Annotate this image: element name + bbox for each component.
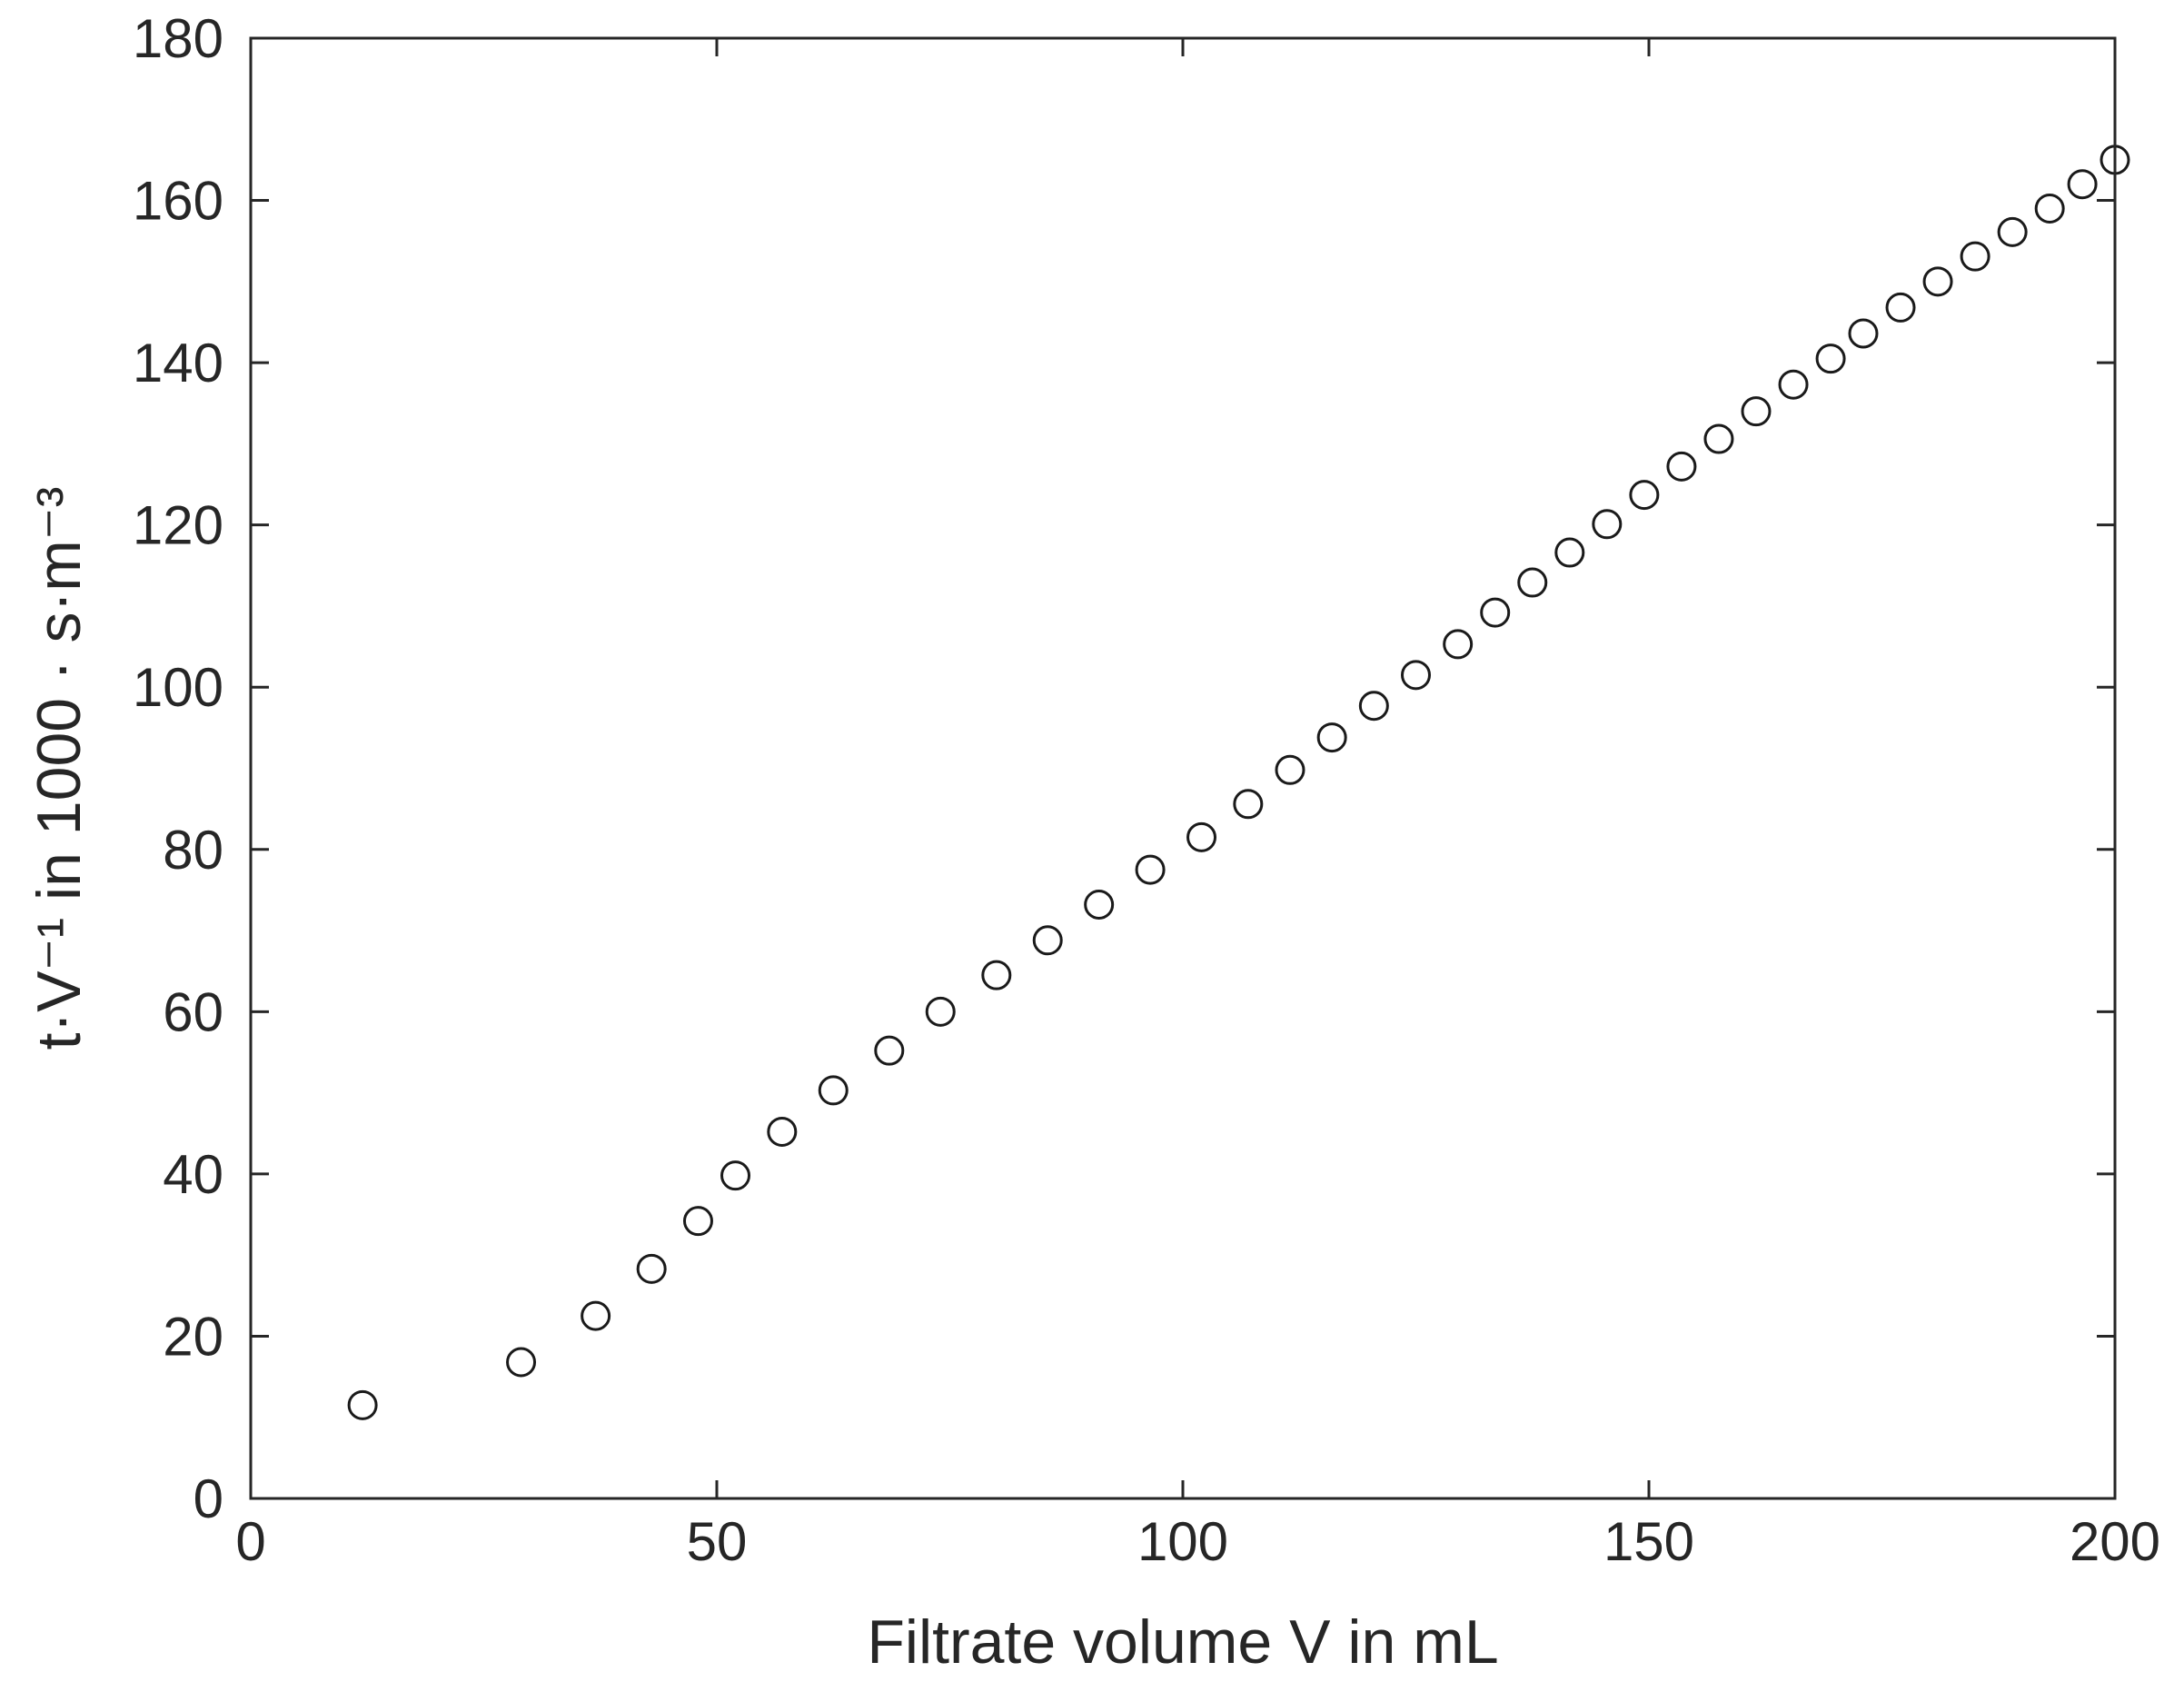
y-axis-label: t·V⁻¹ in 1000 · s·m⁻³: [25, 487, 94, 1050]
y-tick-label: 120: [133, 495, 223, 556]
data-point: [925, 996, 956, 1027]
data-point: [636, 1253, 667, 1284]
data-point: [1885, 292, 1916, 323]
x-axis-label: Filtrate volume V in mL: [867, 1607, 1498, 1677]
y-tick-label: 80: [163, 820, 223, 881]
data-point: [506, 1347, 537, 1378]
data-point: [1592, 509, 1623, 540]
data-point: [1778, 369, 1809, 400]
x-tick-label: 50: [687, 1511, 748, 1572]
plot-frame: [249, 36, 2117, 1500]
data-point: [1316, 722, 1347, 753]
data-point: [1703, 423, 1734, 454]
data-point: [1443, 629, 1474, 660]
y-tick-label: 60: [163, 981, 223, 1042]
x-tick-label: 150: [1603, 1511, 1694, 1572]
y-tick-label: 20: [163, 1306, 223, 1367]
data-point: [682, 1206, 713, 1237]
data-point: [818, 1075, 849, 1106]
data-point: [1997, 216, 2028, 247]
tick-labels: 0 50 100 150 200 0 20 40 60 80 100 120 140 160 180: [133, 8, 2160, 1572]
data-point: [1186, 821, 1217, 852]
data-point: [2034, 193, 2065, 224]
data-point: [981, 960, 1012, 990]
x-tick-label: 100: [1137, 1511, 1228, 1572]
y-tick-label: 40: [163, 1144, 223, 1205]
data-point: [1084, 889, 1115, 920]
y-tick-label: 140: [133, 333, 223, 393]
data-point: [1275, 754, 1305, 785]
data-point: [1135, 854, 1166, 885]
data-point: [1922, 266, 1953, 297]
data-points: [347, 144, 2130, 1420]
y-tick-label: 0: [194, 1468, 223, 1529]
data-point: [2067, 169, 2098, 200]
data-point: [720, 1160, 751, 1191]
data-point: [1358, 691, 1389, 722]
x-tick-label: 0: [235, 1511, 265, 1572]
data-point: [767, 1116, 798, 1147]
y-tick-label: 160: [133, 171, 223, 232]
data-point: [1741, 396, 1772, 427]
data-point: [1815, 343, 1846, 374]
data-point: [1666, 451, 1697, 482]
data-point: [1960, 241, 1990, 272]
data-point: [1401, 660, 1431, 691]
data-point: [1480, 597, 1511, 628]
data-point: [1032, 925, 1063, 956]
y-tick-label: 100: [133, 657, 223, 718]
data-point: [1554, 537, 1585, 568]
axis-ticks: [249, 36, 2117, 1500]
data-point: [1233, 789, 1264, 820]
y-tick-label: 180: [133, 8, 223, 69]
data-point: [1517, 567, 1548, 598]
data-point: [581, 1300, 611, 1331]
data-point: [1629, 480, 1660, 511]
x-tick-label: 200: [2070, 1511, 2160, 1572]
data-point: [347, 1389, 378, 1420]
data-point: [1848, 318, 1879, 349]
data-point: [874, 1035, 905, 1066]
